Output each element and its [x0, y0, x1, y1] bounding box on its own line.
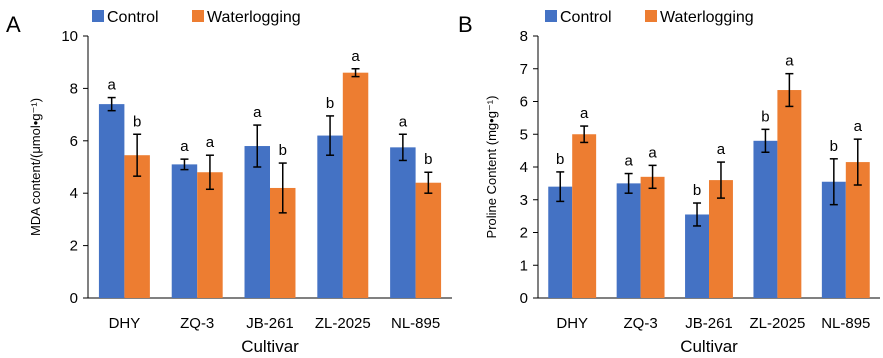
- y-tick-label: 1: [520, 257, 528, 274]
- bar-control-nl-895: [821, 181, 846, 298]
- significance-letter: a: [717, 141, 726, 158]
- x-tick-label: ZL-2025: [749, 315, 805, 332]
- y-tick-label: 10: [61, 28, 78, 45]
- x-tick-label: NL-895: [821, 315, 870, 332]
- y-tick-label: 8: [70, 80, 78, 97]
- x-tick-label: ZQ-3: [624, 315, 658, 332]
- y-tick-label: 7: [520, 61, 528, 78]
- y-tick-label: 6: [70, 133, 78, 150]
- x-axis-title: Cultivar: [241, 337, 299, 356]
- significance-letter: a: [648, 144, 657, 161]
- significance-letter: a: [854, 118, 863, 135]
- bar-control-nl-895: [390, 147, 416, 298]
- y-tick-label: 0: [520, 290, 528, 307]
- legend-swatch-waterlogging: [645, 10, 657, 22]
- significance-letter: a: [107, 77, 116, 94]
- significance-letter: b: [133, 113, 141, 130]
- bar-waterlogging-nl-895: [415, 182, 442, 298]
- bar-control-zl-2025: [317, 135, 343, 298]
- bar-control-dhy: [98, 104, 125, 299]
- y-tick-label: 5: [520, 126, 528, 143]
- significance-letter: b: [761, 108, 769, 125]
- y-tick-label: 3: [520, 192, 528, 209]
- x-tick-label: DHY: [556, 315, 588, 332]
- significance-letter: b: [424, 151, 432, 168]
- significance-letter: a: [206, 134, 215, 151]
- panel-label: A: [6, 12, 21, 37]
- y-tick-label: 0: [70, 290, 78, 307]
- legend-swatch-control: [92, 10, 104, 22]
- significance-letter: a: [580, 105, 589, 122]
- x-tick-label: ZQ-3: [180, 315, 214, 332]
- x-tick-label: JB-261: [246, 315, 294, 332]
- y-tick-label: 2: [520, 225, 528, 242]
- significance-letter: a: [253, 104, 262, 121]
- significance-letter: a: [351, 48, 360, 65]
- bar-waterlogging-nl-895: [845, 162, 870, 298]
- bar-waterlogging-dhy: [572, 134, 597, 298]
- y-tick-label: 8: [520, 28, 528, 45]
- bar-waterlogging-dhy: [124, 155, 150, 298]
- y-tick-label: 2: [70, 238, 78, 255]
- significance-letter: a: [180, 138, 189, 155]
- bar-waterlogging-zq-3: [640, 176, 665, 298]
- bar-control-dhy: [548, 186, 573, 298]
- legend-label-control: Control: [107, 9, 159, 26]
- bar-control-zl-2025: [753, 140, 778, 298]
- x-axis-title: Cultivar: [680, 337, 738, 356]
- bar-waterlogging-zq-3: [197, 172, 223, 298]
- y-tick-label: 4: [520, 159, 528, 176]
- x-tick-label: JB-261: [685, 315, 733, 332]
- legend-swatch-control: [545, 10, 557, 22]
- x-tick-label: ZL-2025: [315, 315, 371, 332]
- x-tick-label: NL-895: [391, 315, 440, 332]
- legend-label-waterlogging: Waterlogging: [660, 9, 754, 26]
- y-tick-label: 6: [520, 94, 528, 111]
- y-tick-label: 4: [70, 185, 78, 202]
- bar-control-jb-261: [685, 214, 709, 298]
- panel-label: B: [458, 12, 473, 37]
- bar-control-zq-3: [616, 183, 641, 298]
- bar-waterlogging-jb-261: [709, 180, 733, 298]
- y-axis-title: MDA content/(μmol•g⁻¹): [28, 98, 43, 236]
- legend-label-waterlogging: Waterlogging: [207, 9, 301, 26]
- significance-letter: b: [326, 95, 334, 112]
- y-axis-title: Proline Content (mg•g⁻¹): [484, 96, 499, 239]
- significance-letter: a: [624, 153, 633, 170]
- bar-control-zq-3: [171, 164, 198, 298]
- significance-letter: a: [399, 113, 408, 130]
- legend-label-control: Control: [560, 9, 612, 26]
- significance-letter: b: [556, 151, 564, 168]
- legend-swatch-waterlogging: [192, 10, 204, 22]
- significance-letter: b: [693, 182, 701, 199]
- significance-letter: b: [279, 142, 287, 159]
- significance-letter: a: [785, 53, 794, 70]
- bar-control-jb-261: [244, 146, 270, 298]
- x-tick-label: DHY: [109, 315, 141, 332]
- bar-waterlogging-zl-2025: [777, 90, 802, 298]
- bar-waterlogging-zl-2025: [342, 72, 369, 299]
- significance-letter: b: [830, 138, 838, 155]
